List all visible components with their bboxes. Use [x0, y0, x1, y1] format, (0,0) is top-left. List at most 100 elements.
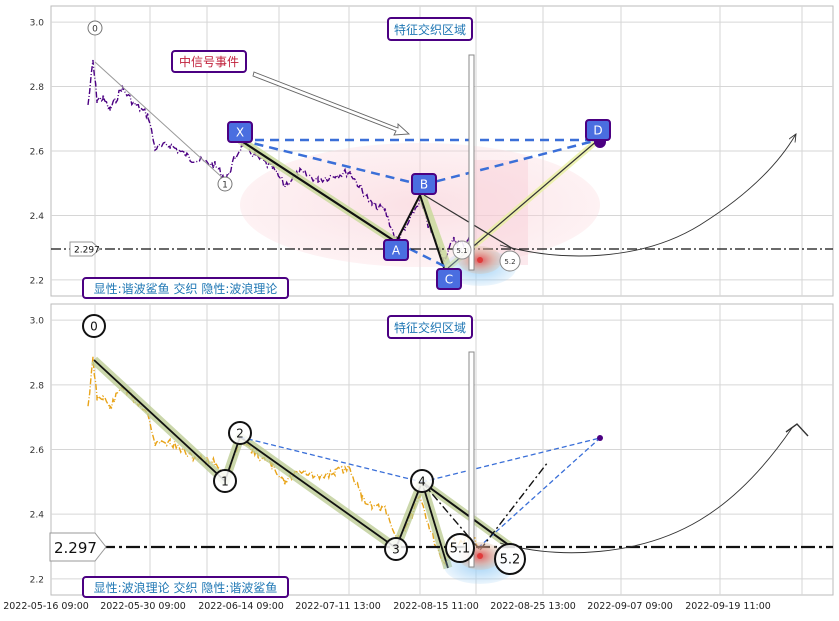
- top-panel: 2.22.42.62.83.0 2: [30, 5, 834, 299]
- wave-label: 5.1: [450, 542, 471, 557]
- bottom-wave-legs: [90, 356, 513, 570]
- event-arrow: [252, 71, 411, 136]
- bottom-panel: 2.2 2.4 2.6 2.8 3.0 2.297: [30, 303, 834, 598]
- bottom-price-line: [87, 356, 479, 567]
- top-wave-52-label: 5.2: [504, 258, 515, 266]
- y-tick-label: 2.8: [30, 381, 45, 391]
- wave-label: 1: [221, 475, 229, 489]
- wave-path: [93, 359, 449, 569]
- y-tick-label: 2.6: [30, 148, 45, 158]
- event-label-box: [171, 50, 247, 73]
- x-tick-label: 2022-09-07 09:00: [587, 601, 673, 612]
- wave-point-2: 2: [228, 421, 252, 445]
- x-tick-label: 2022-08-15 11:00: [393, 601, 479, 612]
- bottom-zone-label-box: [387, 315, 473, 339]
- top-red-dot: [477, 257, 483, 263]
- y-tick-label: 3.0: [30, 317, 45, 327]
- y-tick-label: 2.6: [30, 446, 45, 456]
- top-price-line: [87, 59, 479, 262]
- x-tick-label: 2022-08-25 13:00: [490, 601, 576, 612]
- top-wave-51-marker: [452, 240, 472, 260]
- harmonic-boxes: X A B C D: [227, 119, 611, 290]
- y-tick-label: 2.2: [30, 276, 44, 286]
- bottom-dashdot-2: [479, 461, 549, 551]
- event-label: 中信号事件: [179, 54, 239, 69]
- bottom-harmonic-dashes: [239, 436, 601, 549]
- harmonic-point-c: C: [436, 268, 462, 290]
- top-wave-1-label: 1: [222, 181, 228, 191]
- top-wave-markers: 0 1 5.1 5.2: [87, 20, 521, 272]
- top-wave-1-marker: [217, 176, 233, 192]
- y-tick-label: 2.4: [30, 212, 45, 222]
- harmonic-label: A: [392, 244, 401, 258]
- y-tick-label: 2.4: [30, 511, 45, 521]
- bottom-dash-2-4: [239, 436, 423, 483]
- bottom-wave-circles: 0 1 2 3 4 5.1 5.2: [82, 314, 526, 575]
- bottom-dash-4-d: [421, 437, 601, 483]
- wave-4-5: [421, 481, 511, 547]
- bottom-zone-label: 特征交织区域: [394, 320, 466, 335]
- bottom-d-dot: [597, 435, 603, 441]
- top-zone-label-box: [387, 17, 473, 41]
- wave-point-0: 0: [82, 314, 106, 338]
- top-hline-label: 2.297: [74, 246, 100, 256]
- top-trend-line: [94, 61, 226, 181]
- top-wave-0-label: 0: [92, 25, 98, 35]
- y-tick-label: 2.8: [30, 83, 45, 93]
- top-y-ticks: 2.2 2.4 2.6 2.8 3.0: [30, 19, 45, 287]
- harmonic-label: X: [236, 126, 244, 140]
- top-pink-zone: [240, 143, 600, 267]
- wave-label: 0: [90, 320, 98, 334]
- wave-point-1: 1: [213, 469, 237, 493]
- top-legend-label: 显性:谐波鲨鱼 交织 隐性:波浪理论: [94, 281, 278, 296]
- bottom-y-ticks: 2.2 2.4 2.6 2.8 3.0: [30, 317, 45, 586]
- leg-xa: [239, 139, 397, 243]
- wave-label: 3: [392, 543, 400, 557]
- dash-ac: [395, 240, 449, 270]
- harmonic-point-x: X: [227, 121, 253, 143]
- x-tick-label: 2022-05-30 09:00: [100, 601, 186, 612]
- bottom-zone-marker: [468, 351, 475, 568]
- wave-label: 4: [418, 475, 426, 489]
- top-zone-marker: [468, 54, 475, 271]
- harmonic-point-d: D: [585, 119, 611, 141]
- bottom-projection-curve: [499, 427, 793, 554]
- harmonic-point-a: A: [383, 239, 409, 261]
- dash-bd: [421, 138, 599, 187]
- top-wave-0-marker: [87, 20, 103, 36]
- bottom-red-dot: [477, 553, 483, 559]
- bottom-dashdot-1: [421, 481, 481, 551]
- top-projection-arrow: [499, 134, 796, 257]
- top-harmonic-legs: [237, 136, 600, 271]
- dash-xb: [239, 138, 423, 187]
- bottom-legend-box: [82, 576, 289, 598]
- wave-point-5-1: 5.1: [445, 533, 475, 563]
- top-wave-52-marker: [499, 250, 521, 272]
- top-legend-box: [82, 277, 289, 299]
- harmonic-label: B: [420, 178, 428, 192]
- x-tick-label: 2022-07-11 13:00: [295, 601, 381, 612]
- wave-point-3: 3: [384, 537, 408, 561]
- top-zone-label: 特征交织区域: [394, 22, 466, 37]
- harmonic-point-b: B: [411, 173, 437, 195]
- wave-point-5-2: 5.2: [494, 543, 526, 575]
- y-tick-label: 2.2: [30, 575, 44, 585]
- bottom-projection-cap: [785, 423, 809, 437]
- harmonic-label: C: [445, 273, 453, 287]
- x-tick-label: 2022-05-16 09:00: [3, 601, 89, 612]
- y-tick-label: 3.0: [30, 19, 45, 29]
- top-hline-tag: 2.297: [69, 241, 101, 257]
- top-wave-51-label: 5.1: [456, 247, 467, 255]
- bottom-legend-label: 显性:波浪理论 交织 隐性:谐波鲨鱼: [94, 580, 278, 595]
- bottom-hline-label: 2.297: [54, 539, 97, 557]
- harmonic-label: D: [593, 124, 602, 138]
- x-axis-ticks: 2022-05-16 09:00 2022-05-30 09:00 2022-06-…: [3, 601, 771, 612]
- x-tick-label: 2022-09-19 11:00: [685, 601, 771, 612]
- bottom-dash-c-d: [477, 437, 601, 549]
- wave-label: 2: [236, 427, 244, 441]
- wave-label: 5.2: [500, 553, 521, 568]
- top-harmonic-dashes: [239, 138, 599, 270]
- leg-bc: [419, 194, 445, 269]
